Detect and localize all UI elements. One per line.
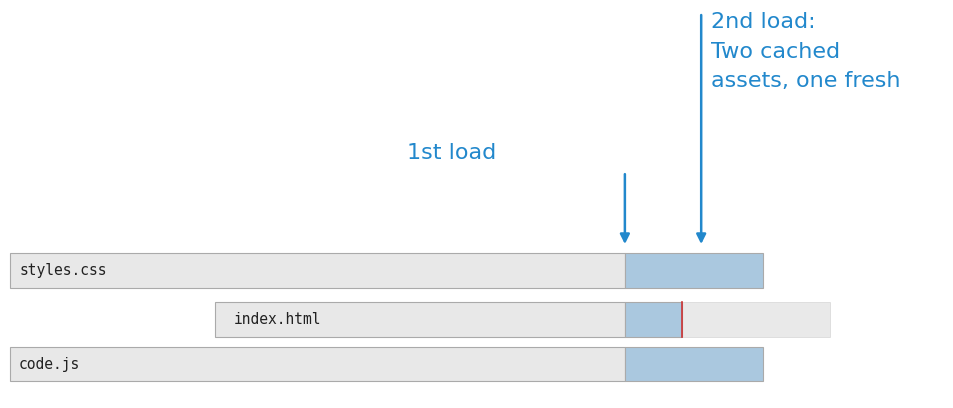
FancyBboxPatch shape [681,302,829,337]
Text: 2nd load:
Two cached
assets, one fresh: 2nd load: Two cached assets, one fresh [710,12,900,91]
FancyBboxPatch shape [624,253,762,288]
Text: index.html: index.html [233,312,321,327]
Text: styles.css: styles.css [19,263,107,278]
FancyBboxPatch shape [214,302,624,337]
FancyBboxPatch shape [624,302,681,337]
Text: code.js: code.js [19,357,80,372]
FancyBboxPatch shape [10,253,624,288]
FancyBboxPatch shape [10,347,624,381]
Text: 1st load: 1st load [406,143,496,163]
FancyBboxPatch shape [624,347,762,381]
